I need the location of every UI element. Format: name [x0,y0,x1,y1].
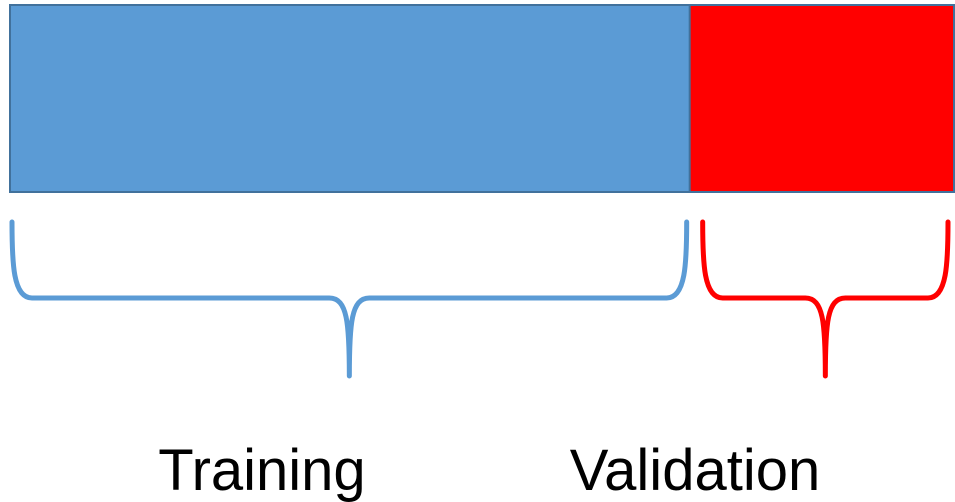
training-brace [9,219,690,379]
split-bar-outline [9,4,955,193]
validation-segment [689,5,954,192]
validation-label: Validation [570,438,820,502]
validation-brace [700,219,951,379]
training-label: Training [158,438,365,502]
training-segment [10,5,690,192]
